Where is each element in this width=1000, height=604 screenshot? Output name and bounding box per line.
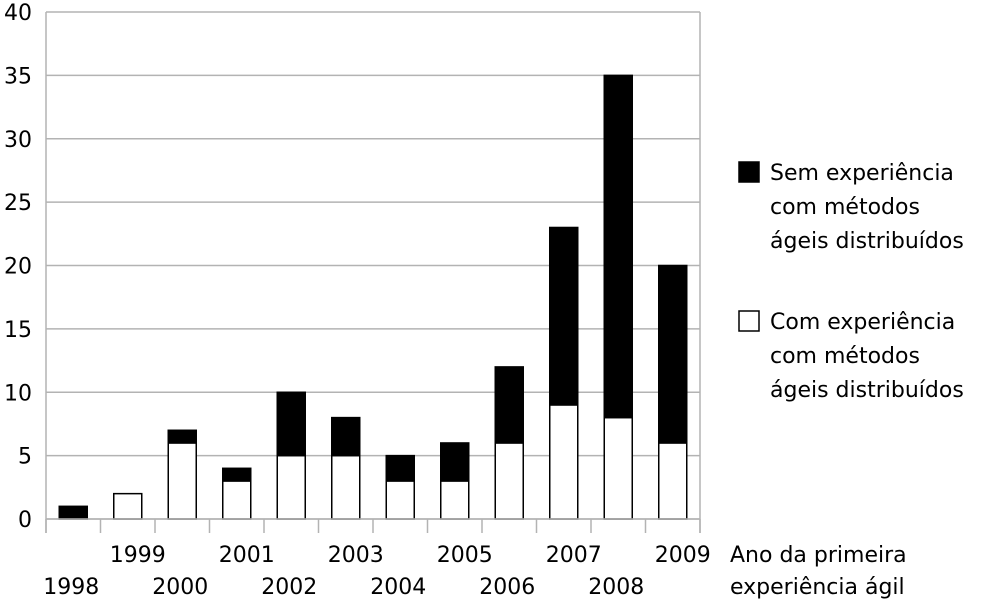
y-tick-labels: 0 5 10 15 20 25 30 35 40: [4, 1, 32, 533]
bar-2006-series-1: [494, 366, 524, 444]
legend-swatch-1: [738, 310, 760, 332]
bar-2005-series-0: [440, 480, 470, 520]
y-tick-label-30: 30: [4, 128, 32, 153]
bar-2007-series-1: [549, 226, 579, 406]
bar-2009-series-1: [658, 264, 688, 444]
bar-1999-series-0: [113, 492, 143, 520]
bar-2001-series-1: [222, 467, 252, 482]
legend-label-1-line-1: com métodos: [770, 344, 920, 369]
bar-2006-series-0: [494, 442, 524, 520]
x-tick-labels: 1998 1999 2000 2001 2002 2003 2004 2005 2006 2007…: [43, 543, 711, 600]
legend-label-0-line-0: Sem experiência: [770, 161, 954, 186]
axes: [45, 12, 701, 533]
y-tick-label-25: 25: [4, 191, 32, 216]
legend-label-1-line-0: Com experiência: [770, 310, 955, 335]
y-tick-label-20: 20: [4, 255, 32, 280]
legend-label-1-line-2: ágeis distribuídos: [770, 378, 964, 403]
bar-2001-series-0: [222, 480, 252, 520]
x-tick-label-2001: 2001: [219, 543, 275, 568]
bar-2005-series-1: [440, 442, 470, 482]
bar-2000-series-1: [167, 429, 197, 444]
legend-label-0-line-1: com métodos: [770, 195, 920, 220]
bar-2009-series-0: [658, 442, 688, 520]
legend-label-0-line-2: ágeis distribuídos: [770, 229, 964, 254]
x-tick-label-2004: 2004: [370, 575, 426, 600]
bar-2003-series-1: [331, 416, 361, 457]
y-tick-label-0: 0: [18, 508, 32, 533]
x-tick-label-1998: 1998: [43, 575, 99, 600]
x-tick-label-2003: 2003: [328, 543, 384, 568]
bars: [58, 74, 688, 520]
bar-2003-series-0: [331, 454, 361, 520]
x-tick-label-1999: 1999: [110, 543, 166, 568]
x-axis-label-line: experiência ágil: [730, 575, 905, 600]
y-tick-label-5: 5: [18, 445, 32, 470]
y-tick-label-40: 40: [4, 1, 32, 26]
x-tick-label-2007: 2007: [546, 543, 602, 568]
x-tick-label-2002: 2002: [261, 575, 317, 600]
x-axis-label-line: Ano da primeira: [730, 543, 907, 568]
y-tick-label-15: 15: [4, 318, 32, 343]
legend-swatch-0: [738, 161, 760, 183]
x-tick-label-2008: 2008: [588, 575, 644, 600]
x-axis-label: Ano da primeira experiência ágil: [730, 543, 907, 600]
bar-2008-series-0: [603, 416, 633, 520]
bar-2002-series-1: [276, 391, 306, 457]
bar-2004-series-0: [385, 480, 415, 520]
x-tick-label-2009: 2009: [655, 543, 711, 568]
y-tick-label-35: 35: [4, 64, 32, 89]
x-tick-label-2000: 2000: [152, 575, 208, 600]
legend: Sem experiência com métodos ágeis distribu…: [738, 161, 964, 403]
bar-1998-series-1: [58, 505, 88, 520]
bar-2008-series-1: [603, 74, 633, 419]
bar-2007-series-0: [549, 404, 579, 520]
y-tick-label-10: 10: [4, 381, 32, 406]
bar-2000-series-0: [167, 442, 197, 520]
bar-2004-series-1: [385, 454, 415, 482]
x-tick-label-2006: 2006: [479, 575, 535, 600]
x-tick-label-2005: 2005: [437, 543, 493, 568]
bar-2002-series-0: [276, 454, 306, 520]
gridlines: [46, 11, 700, 520]
